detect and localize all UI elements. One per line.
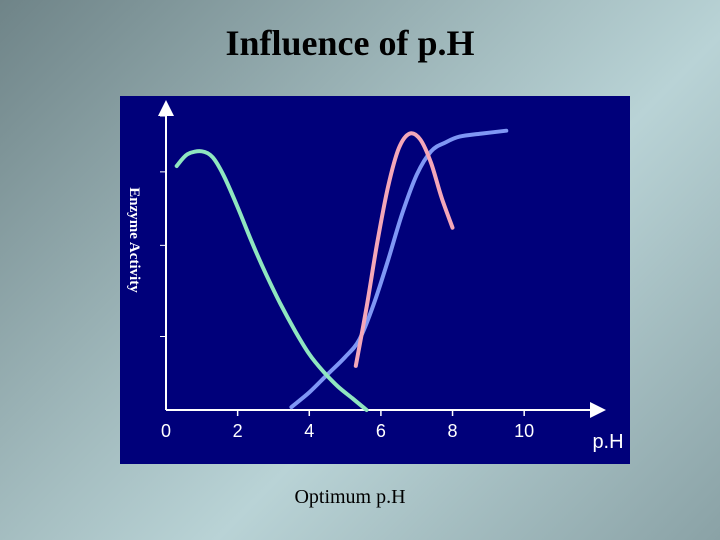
x-tick-label: 4	[304, 421, 314, 441]
caption: Optimum p.H	[294, 486, 406, 508]
series-line-3	[289, 128, 509, 410]
x-tick-label: 10	[514, 421, 534, 441]
slide-title: Influence of p.H	[225, 23, 475, 63]
y-axis-label: Enzyme Activity	[126, 187, 142, 293]
x-tick-label: 6	[376, 421, 386, 441]
x-tick-label: 8	[448, 421, 458, 441]
series-line-2	[353, 131, 455, 368]
series-line-1	[174, 149, 369, 412]
x-tick-label: 0	[161, 421, 171, 441]
chart-panel: 0 2 4 6 8 10 p.H Enzyme Activity	[120, 96, 630, 464]
x-tick-label: 2	[233, 421, 243, 441]
x-axis-label: p.H	[592, 431, 623, 453]
enzyme-activity-chart: 0 2 4 6 8 10 p.H Enzyme Activity	[126, 100, 624, 453]
